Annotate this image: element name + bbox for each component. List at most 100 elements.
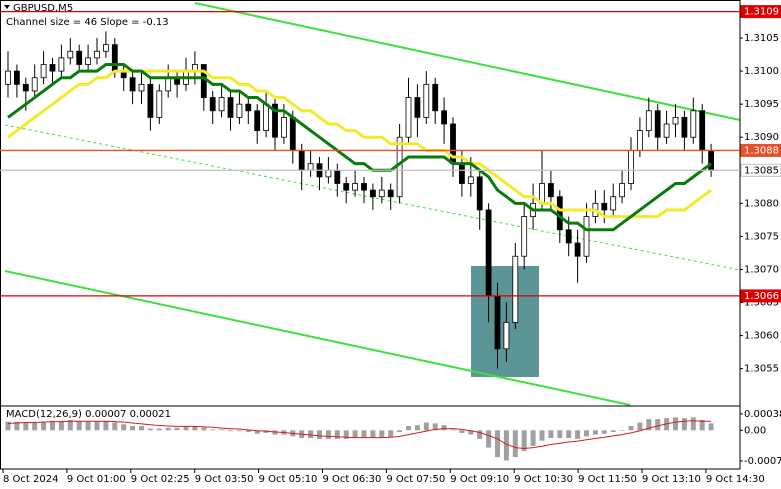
candle-body — [645, 110, 652, 132]
candle-body — [200, 64, 207, 98]
candle-body — [494, 295, 501, 350]
macd-bar — [5, 421, 11, 431]
candle-body — [209, 97, 216, 112]
macd-bar — [352, 430, 358, 439]
x-tick-label: 9 Oct 03:50 — [195, 474, 254, 485]
candle-body — [298, 150, 305, 171]
candle-body — [441, 110, 448, 125]
macd-bar — [566, 430, 572, 439]
candle-body — [610, 196, 617, 211]
candle-body — [245, 103, 252, 112]
y-tick-label: 1.3075 — [744, 231, 779, 242]
candle-body — [361, 183, 367, 191]
candle-body — [236, 103, 243, 118]
candle-body — [103, 44, 109, 52]
macd-bar — [495, 430, 500, 458]
y-tick-label: 1.3065 — [744, 298, 779, 309]
macd-bar — [14, 421, 20, 431]
macd-bar — [254, 430, 260, 434]
macd-bar — [236, 430, 242, 432]
price-label: 1.3066 — [744, 291, 779, 302]
candle-body — [654, 110, 661, 138]
candle-body — [396, 136, 403, 198]
macd-bar — [637, 422, 643, 431]
macd-bar — [183, 426, 189, 431]
macd-bar — [219, 429, 225, 431]
macd-bar — [41, 421, 47, 431]
y-tick-label: 1.3060 — [744, 331, 779, 342]
x-tick-label: 8 Oct 2024 — [3, 474, 58, 485]
candle-body — [458, 163, 465, 184]
macd-bar — [601, 430, 607, 434]
candle-body — [22, 83, 29, 92]
macd-bar — [139, 425, 144, 431]
macd-bar — [414, 425, 420, 431]
macd-bar — [681, 418, 687, 431]
candle-body — [218, 97, 225, 112]
price-label-box — [740, 5, 781, 19]
macd-bar — [592, 430, 598, 435]
macd-label: MACD(12,26,9) 0.00007 0.00021 — [6, 409, 171, 420]
price-label-box — [740, 289, 781, 303]
candle-body — [334, 169, 341, 184]
candle-body — [352, 183, 359, 191]
macd-bar — [477, 430, 483, 439]
x-tick-label: 9 Oct 09:10 — [450, 474, 509, 485]
macd-bar — [361, 430, 367, 439]
candle-body — [387, 189, 394, 198]
candle-body — [583, 216, 590, 257]
candle-body — [423, 83, 430, 118]
price-label: 1.3088 — [744, 145, 779, 156]
candle-body — [94, 50, 100, 59]
candle-body — [378, 189, 385, 198]
candle-body — [325, 169, 332, 178]
candle-body — [85, 57, 91, 65]
channel-lower — [4, 270, 631, 406]
candle-body — [556, 196, 563, 231]
candle-body — [254, 110, 261, 132]
macd-bar — [673, 417, 678, 431]
candle-body — [405, 97, 412, 138]
price-label: 1.3085 — [744, 165, 779, 176]
x-tick-label: 9 Oct 02:25 — [131, 474, 190, 485]
macd-bar — [397, 430, 403, 433]
candle-body — [467, 176, 474, 184]
macd-bar — [406, 425, 411, 431]
macd-bar — [468, 430, 474, 435]
macd-bar — [210, 429, 216, 431]
macd-bar — [459, 430, 465, 433]
price-label-box — [740, 163, 781, 177]
candle-body — [565, 229, 572, 244]
candle-body — [147, 83, 154, 118]
candle-body — [156, 90, 163, 118]
x-tick-label: 9 Oct 05:10 — [259, 474, 318, 485]
macd-bar — [655, 419, 661, 431]
candle-body — [432, 83, 439, 112]
macd-bar — [228, 430, 233, 432]
candle-body — [485, 209, 492, 297]
macd-bar — [156, 428, 162, 431]
candle-body — [672, 116, 679, 125]
macd-bar — [530, 430, 536, 446]
x-tick-label: 9 Oct 13:10 — [642, 474, 701, 485]
macd-bar — [486, 430, 492, 448]
macd-bar — [557, 430, 563, 439]
candle-body — [31, 77, 38, 92]
macd-bar — [450, 429, 456, 431]
candle-body — [40, 64, 47, 79]
x-tick-label: 9 Oct 11:50 — [578, 474, 637, 485]
candle-body — [637, 130, 643, 151]
macd-bar — [512, 430, 518, 458]
candle-body — [280, 116, 287, 138]
y-tick-label: 1.3095 — [744, 99, 779, 110]
macd-bar — [548, 430, 554, 439]
candle-body — [111, 44, 118, 72]
candle-body — [690, 110, 697, 138]
moving-average — [7, 62, 712, 232]
macd-bar — [58, 420, 64, 431]
candle-body — [521, 216, 528, 257]
candle-body — [13, 70, 20, 85]
macd-bar — [192, 425, 198, 431]
candle-body — [414, 97, 421, 118]
